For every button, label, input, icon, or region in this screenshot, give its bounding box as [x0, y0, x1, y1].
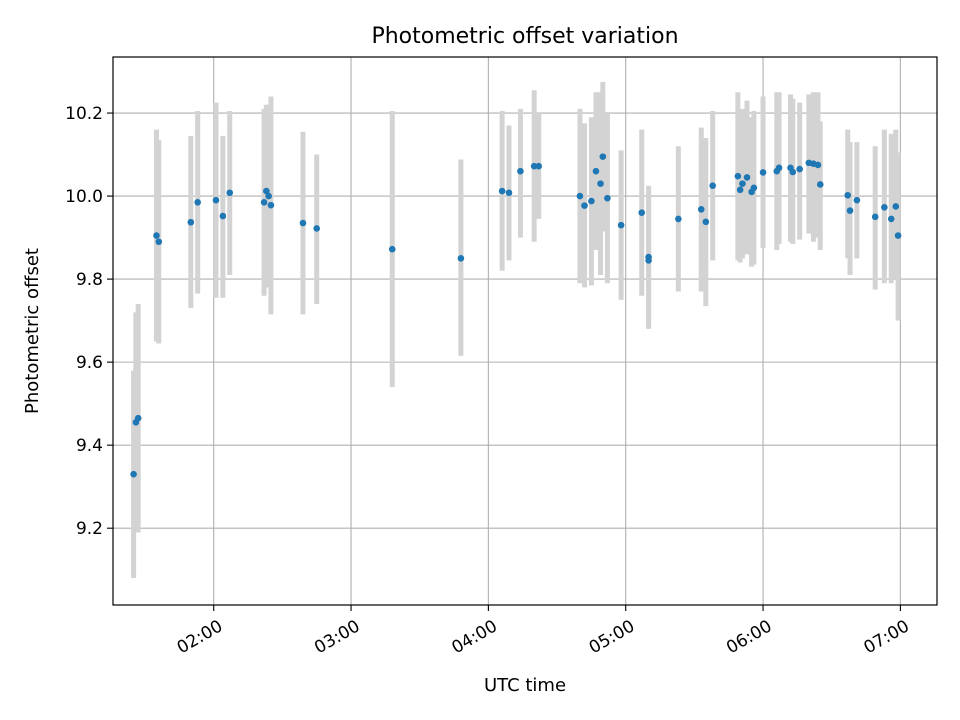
- data-point: [734, 172, 742, 180]
- data-point: [130, 470, 137, 478]
- data-point: [517, 167, 524, 175]
- data-point: [816, 181, 824, 188]
- data-point: [617, 221, 625, 229]
- data-point: [887, 215, 895, 223]
- data-point: [457, 255, 465, 262]
- data-point: [736, 186, 744, 194]
- data-point: [260, 199, 268, 206]
- data-point: [535, 162, 543, 170]
- data-point: [187, 218, 195, 226]
- y-tick-label: 10.2: [65, 104, 103, 124]
- data-point: [599, 153, 607, 160]
- y-tick-label: 9.6: [76, 353, 103, 373]
- data-point: [592, 167, 600, 175]
- data-point: [638, 209, 646, 216]
- data-point: [846, 207, 854, 214]
- data-point: [219, 212, 227, 220]
- data-point: [388, 245, 396, 253]
- y-tick-label: 9.8: [76, 270, 103, 290]
- data-point: [194, 199, 201, 206]
- data-point: [739, 180, 746, 187]
- data-point: [881, 203, 888, 211]
- y-tick-label: 9.4: [76, 436, 103, 456]
- data-point: [871, 213, 879, 221]
- data-point: [267, 201, 275, 209]
- data-point: [226, 189, 234, 197]
- data-point: [789, 168, 797, 176]
- data-point: [588, 197, 595, 205]
- y-tick-label: 9.2: [76, 519, 103, 539]
- data-point: [155, 238, 163, 246]
- data-point: [759, 169, 767, 176]
- data-point: [604, 194, 611, 202]
- data-point: [313, 225, 321, 232]
- y-axis-ticks: 9.2 9.4 9.6 9.8 10.0 10.2: [65, 104, 113, 539]
- data-point: [702, 218, 710, 226]
- data-point: [844, 191, 852, 199]
- data-point: [581, 202, 588, 209]
- data-point: [299, 219, 307, 227]
- data-point: [530, 162, 538, 170]
- data-point: [498, 187, 506, 195]
- data-point: [505, 189, 513, 197]
- data-point: [853, 196, 861, 204]
- data-point: [265, 192, 272, 200]
- data-point: [775, 164, 783, 172]
- data-point: [814, 161, 822, 169]
- data-point: [153, 232, 160, 239]
- y-tick-label: 10.0: [65, 187, 103, 207]
- y-axis-label: Photometric offset: [22, 248, 43, 414]
- data-point: [212, 196, 220, 204]
- data-point: [576, 192, 584, 200]
- data-point: [597, 180, 604, 187]
- data-points: [130, 153, 902, 478]
- data-point: [645, 257, 652, 264]
- x-axis-label: UTC time: [484, 675, 566, 696]
- data-point: [134, 414, 142, 422]
- data-point: [892, 203, 900, 210]
- data-point: [709, 182, 716, 189]
- data-point: [894, 232, 902, 239]
- data-point: [697, 206, 705, 213]
- data-point: [743, 174, 751, 181]
- data-point: [263, 187, 270, 195]
- chart-title: Photometric offset variation: [371, 24, 678, 49]
- data-point: [796, 165, 803, 173]
- plot-frame: [112, 56, 938, 606]
- data-point: [675, 215, 682, 223]
- data-point: [750, 184, 758, 192]
